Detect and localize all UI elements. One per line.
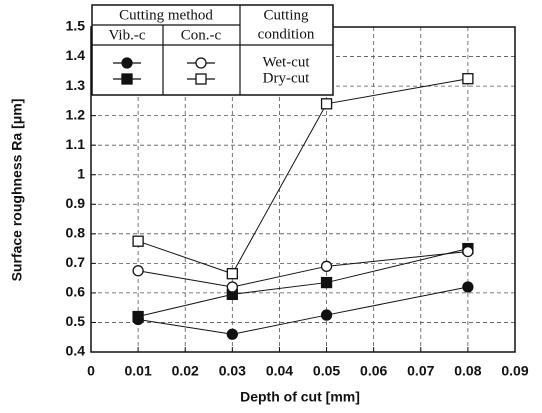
y-tick-label: 1.2: [66, 106, 86, 122]
y-axis-label: Surface roughness Ra [μm]: [9, 99, 25, 282]
data-point: [462, 245, 474, 258]
data-point: [320, 98, 333, 110]
data-point: [462, 281, 474, 293]
x-tick-label: 0: [87, 363, 95, 379]
legend-marker: [121, 73, 133, 85]
legend-method: Con.-c: [181, 27, 222, 43]
y-tick-label: 0.7: [66, 254, 86, 270]
x-tick-label: 0.01: [124, 363, 151, 379]
y-tick-label: 0.5: [66, 313, 86, 329]
y-tick-label: 0.8: [66, 225, 86, 241]
y-tick-label: 1.4: [66, 47, 86, 63]
data-point: [226, 268, 238, 280]
series-line: [138, 286, 468, 335]
y-tick-label: 0.6: [66, 284, 86, 300]
series-line: [137, 78, 468, 275]
data-point: [462, 73, 474, 85]
x-tick-label: 0.03: [219, 363, 246, 379]
legend-header: condition: [258, 26, 315, 42]
legend-condition: Dry-cut: [263, 70, 310, 86]
y-tick-label: 1: [77, 165, 85, 181]
data-point: [132, 310, 144, 323]
data-point: [132, 265, 144, 277]
x-tick-label: 0.05: [313, 363, 340, 379]
x-tick-label: 0.09: [501, 363, 528, 379]
legend-condition: Wet-cut: [262, 54, 310, 70]
x-tick-label: 0.07: [407, 363, 434, 379]
series-line: [138, 251, 468, 288]
y-tick-label: 1.1: [66, 136, 86, 152]
data-point: [320, 260, 333, 272]
x-tick-label: 0.02: [172, 363, 199, 379]
legend-method: Vib.-c: [108, 27, 145, 43]
x-tick-label: 0.06: [360, 363, 387, 379]
y-tick-label: 0.9: [66, 195, 86, 211]
series-line: [137, 248, 469, 318]
legend-marker: [195, 57, 207, 69]
x-tick-label: 0.04: [266, 363, 293, 379]
legend-marker: [195, 73, 207, 85]
data-point: [320, 309, 333, 321]
legend-header: Cutting: [263, 7, 309, 23]
data-point: [132, 235, 144, 247]
legend-marker: [121, 57, 133, 69]
y-tick-label: 1.3: [66, 77, 86, 93]
data-point: [226, 281, 238, 293]
legend-header: Cutting method: [119, 7, 213, 23]
x-axis-label: Depth of cut [mm]: [240, 389, 360, 405]
y-tick-label: 0.4: [66, 343, 86, 359]
data-point: [226, 328, 238, 340]
x-tick-label: 0.08: [454, 363, 481, 379]
y-tick-label: 1.5: [66, 18, 86, 34]
data-point: [320, 276, 333, 289]
